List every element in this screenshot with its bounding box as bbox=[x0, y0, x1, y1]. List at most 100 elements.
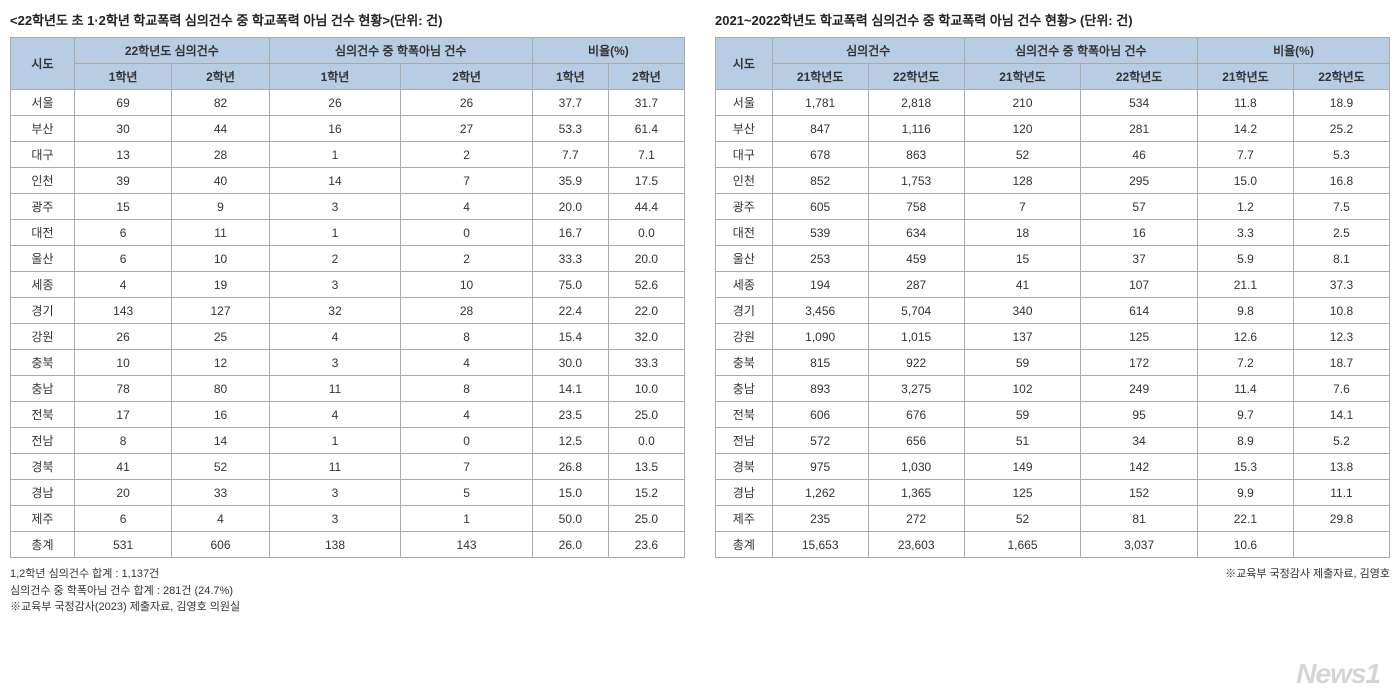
value-cell: 1 bbox=[269, 142, 401, 168]
value-cell: 10.0 bbox=[608, 376, 684, 402]
value-cell: 17.5 bbox=[608, 168, 684, 194]
value-cell: 5 bbox=[401, 480, 533, 506]
value-cell: 1,015 bbox=[868, 324, 964, 350]
value-cell: 15 bbox=[964, 246, 1081, 272]
value-cell: 40 bbox=[172, 168, 269, 194]
region-cell: 제주 bbox=[11, 506, 75, 532]
value-cell: 149 bbox=[964, 454, 1081, 480]
value-cell: 0.0 bbox=[608, 428, 684, 454]
region-cell: 충북 bbox=[716, 350, 773, 376]
value-cell: 7.1 bbox=[608, 142, 684, 168]
value-cell: 34 bbox=[1081, 428, 1198, 454]
left-th-region: 시도 bbox=[11, 38, 75, 90]
right-title: 2021~2022학년도 학교폭력 심의건수 중 학교폭력 아님 건수 현황> … bbox=[715, 10, 1390, 29]
table-row: 대구67886352467.75.3 bbox=[716, 142, 1390, 168]
right-sub-h3: 21학년도 bbox=[964, 64, 1081, 90]
table-row: 서울6982262637.731.7 bbox=[11, 90, 685, 116]
value-cell: 634 bbox=[868, 220, 964, 246]
value-cell: 44.4 bbox=[608, 194, 684, 220]
region-cell: 경기 bbox=[11, 298, 75, 324]
table-row: 충남8933,27510224911.47.6 bbox=[716, 376, 1390, 402]
value-cell: 35.9 bbox=[532, 168, 608, 194]
value-cell: 3 bbox=[269, 480, 401, 506]
table-row: 광주1593420.044.4 bbox=[11, 194, 685, 220]
value-cell: 3.3 bbox=[1197, 220, 1293, 246]
right-sub-h2: 22학년도 bbox=[868, 64, 964, 90]
value-cell: 37 bbox=[1081, 246, 1198, 272]
value-cell: 32 bbox=[269, 298, 401, 324]
value-cell: 15.2 bbox=[608, 480, 684, 506]
value-cell: 7 bbox=[964, 194, 1081, 220]
value-cell: 5.9 bbox=[1197, 246, 1293, 272]
value-cell: 26 bbox=[269, 90, 401, 116]
value-cell: 2.5 bbox=[1293, 220, 1389, 246]
value-cell: 8 bbox=[401, 324, 533, 350]
value-cell: 15 bbox=[74, 194, 171, 220]
value-cell: 7.2 bbox=[1197, 350, 1293, 376]
value-cell: 26.8 bbox=[532, 454, 608, 480]
value-cell: 6 bbox=[74, 246, 171, 272]
value-cell: 8 bbox=[74, 428, 171, 454]
value-cell: 2 bbox=[401, 142, 533, 168]
value-cell: 2,818 bbox=[868, 90, 964, 116]
value-cell: 4 bbox=[401, 402, 533, 428]
value-cell: 13 bbox=[74, 142, 171, 168]
value-cell: 107 bbox=[1081, 272, 1198, 298]
value-cell: 975 bbox=[772, 454, 868, 480]
right-sub-h5: 21학년도 bbox=[1197, 64, 1293, 90]
value-cell: 6 bbox=[74, 506, 171, 532]
value-cell: 3,275 bbox=[868, 376, 964, 402]
value-cell: 15.3 bbox=[1197, 454, 1293, 480]
value-cell: 25.0 bbox=[608, 506, 684, 532]
value-cell: 41 bbox=[964, 272, 1081, 298]
region-cell: 울산 bbox=[716, 246, 773, 272]
region-cell: 세종 bbox=[11, 272, 75, 298]
value-cell: 37.7 bbox=[532, 90, 608, 116]
region-cell: 대전 bbox=[11, 220, 75, 246]
value-cell: 4 bbox=[269, 402, 401, 428]
table-row: 세종41931075.052.6 bbox=[11, 272, 685, 298]
value-cell: 152 bbox=[1081, 480, 1198, 506]
value-cell: 23.5 bbox=[532, 402, 608, 428]
value-cell: 23,603 bbox=[868, 532, 964, 558]
value-cell: 12.3 bbox=[1293, 324, 1389, 350]
left-table: 시도 22학년도 심의건수 심의건수 중 학폭아님 건수 비율(%) 1학년 2… bbox=[10, 37, 685, 558]
value-cell: 46 bbox=[1081, 142, 1198, 168]
left-sub-h5: 1학년 bbox=[532, 64, 608, 90]
region-cell: 경북 bbox=[11, 454, 75, 480]
value-cell: 128 bbox=[964, 168, 1081, 194]
table-row: 부산8471,11612028114.225.2 bbox=[716, 116, 1390, 142]
value-cell: 606 bbox=[172, 532, 269, 558]
value-cell: 815 bbox=[772, 350, 868, 376]
region-cell: 경남 bbox=[716, 480, 773, 506]
left-footnote3: ※교육부 국정감사(2023) 제출자료, 김영호 의원실 bbox=[10, 599, 685, 616]
table-row: 부산3044162753.361.4 bbox=[11, 116, 685, 142]
value-cell: 14 bbox=[172, 428, 269, 454]
value-cell: 20.0 bbox=[608, 246, 684, 272]
value-cell: 210 bbox=[964, 90, 1081, 116]
value-cell: 28 bbox=[401, 298, 533, 324]
region-cell: 서울 bbox=[716, 90, 773, 116]
value-cell: 10 bbox=[401, 272, 533, 298]
value-cell: 852 bbox=[772, 168, 868, 194]
value-cell: 847 bbox=[772, 116, 868, 142]
value-cell: 3 bbox=[269, 194, 401, 220]
region-cell: 울산 bbox=[11, 246, 75, 272]
table-row: 총계53160613814326.023.6 bbox=[11, 532, 685, 558]
value-cell: 7 bbox=[401, 454, 533, 480]
region-cell: 대전 bbox=[716, 220, 773, 246]
value-cell: 11 bbox=[172, 220, 269, 246]
table-row: 경기143127322822.422.0 bbox=[11, 298, 685, 324]
value-cell: 125 bbox=[964, 480, 1081, 506]
value-cell: 893 bbox=[772, 376, 868, 402]
table-row: 인천394014735.917.5 bbox=[11, 168, 685, 194]
table-row: 울산25345915375.98.1 bbox=[716, 246, 1390, 272]
value-cell: 11 bbox=[269, 376, 401, 402]
value-cell: 281 bbox=[1081, 116, 1198, 142]
value-cell: 13.5 bbox=[608, 454, 684, 480]
region-cell: 경기 bbox=[716, 298, 773, 324]
value-cell: 9.7 bbox=[1197, 402, 1293, 428]
left-sub-h6: 2학년 bbox=[608, 64, 684, 90]
value-cell: 272 bbox=[868, 506, 964, 532]
value-cell: 13.8 bbox=[1293, 454, 1389, 480]
